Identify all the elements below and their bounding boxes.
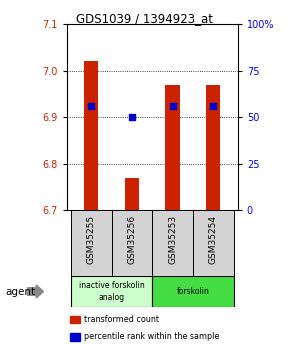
Point <box>89 103 93 108</box>
Bar <box>71 210 112 276</box>
Text: GSM35255: GSM35255 <box>87 215 96 264</box>
Point <box>130 115 134 120</box>
Text: transformed count: transformed count <box>84 315 159 324</box>
Text: inactive forskolin
analog: inactive forskolin analog <box>79 282 144 302</box>
Text: GSM35254: GSM35254 <box>209 215 218 264</box>
Bar <box>166 85 180 210</box>
Text: percentile rank within the sample: percentile rank within the sample <box>84 332 220 341</box>
Bar <box>193 210 234 276</box>
Text: forskolin: forskolin <box>177 287 209 296</box>
Point <box>170 103 175 108</box>
Bar <box>125 178 139 210</box>
Bar <box>152 210 193 276</box>
Bar <box>84 61 98 210</box>
Text: agent: agent <box>6 287 36 296</box>
Bar <box>71 276 152 307</box>
Text: GSM35253: GSM35253 <box>168 215 177 264</box>
Bar <box>112 210 152 276</box>
Point <box>211 103 216 108</box>
Bar <box>206 85 220 210</box>
Text: GSM35256: GSM35256 <box>127 215 136 264</box>
Text: GDS1039 / 1394923_at: GDS1039 / 1394923_at <box>77 12 213 25</box>
Bar <box>152 276 234 307</box>
